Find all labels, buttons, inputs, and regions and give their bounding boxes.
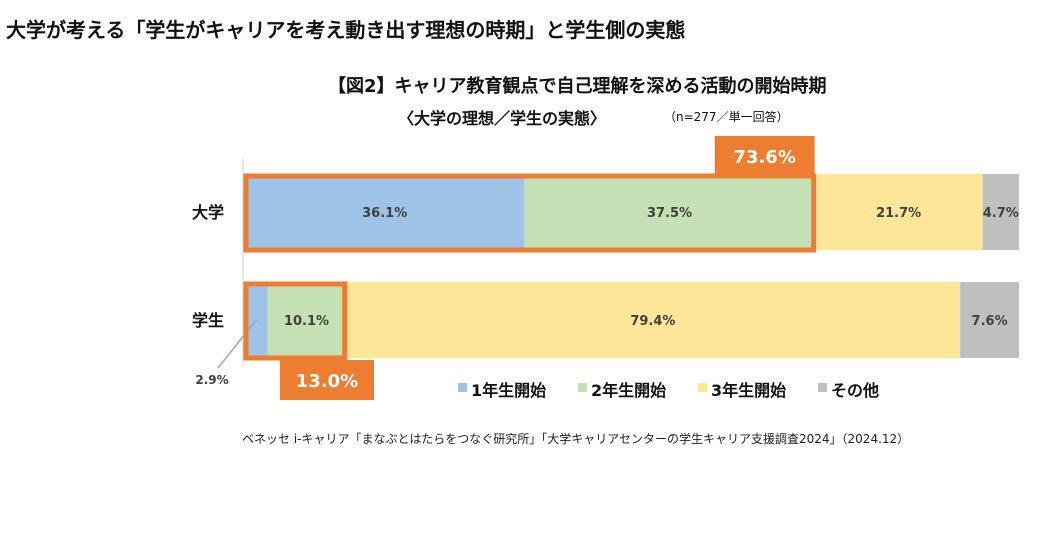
highlight-box	[243, 173, 817, 253]
bar-segment-1	[245, 174, 525, 250]
chart-title: 【図2】キャリア教育観点で自己理解を深める活動の開始時期	[328, 76, 827, 97]
chart-note: （n=277／単一回答）	[664, 110, 789, 124]
highlight-label: 73.6%	[733, 147, 795, 168]
category-label: 大学	[192, 203, 224, 222]
highlight-box	[243, 281, 348, 361]
legend-swatch	[578, 383, 587, 392]
source-note: ベネッセ i-キャリア「まなぶとはたらをつなぐ研究所」「大学キャリアセンターの学…	[242, 432, 910, 446]
bar-segment-3	[814, 174, 983, 250]
highlight-label-box	[714, 136, 815, 176]
data-label: 2.9%	[195, 373, 228, 387]
highlight-label: 13.0%	[296, 371, 358, 392]
data-label: 37.5%	[647, 206, 692, 221]
bar-segment-2	[524, 174, 815, 250]
data-label: 36.1%	[362, 206, 407, 221]
legend-swatch	[458, 383, 467, 392]
category-label: 学生	[192, 311, 224, 330]
data-label: 7.6%	[972, 314, 1008, 329]
data-label: 79.4%	[630, 314, 675, 329]
bar-segment-3	[345, 282, 961, 358]
legend-label: 1年生開始	[471, 381, 546, 400]
legend-swatch	[698, 383, 707, 392]
chart-subtitle: 〈大学の理想／学生の実態〉	[398, 109, 607, 128]
legend-label: 3年生開始	[711, 381, 786, 400]
data-label: 21.7%	[876, 206, 921, 221]
bar-segment-4	[982, 174, 1019, 250]
leader-line	[217, 319, 257, 369]
highlight-label-box	[280, 360, 374, 400]
legend-label: 2年生開始	[591, 381, 666, 400]
bar-segment-2	[267, 282, 346, 358]
bar-segment-4	[960, 282, 1019, 358]
page-title: 大学が考える「学生がキャリアを考え動き出す理想の時期」と学生側の実態	[6, 18, 686, 42]
legend-swatch	[818, 383, 827, 392]
data-label: 4.7%	[983, 206, 1019, 221]
legend-label: その他	[831, 381, 879, 400]
data-label: 10.1%	[284, 314, 329, 329]
